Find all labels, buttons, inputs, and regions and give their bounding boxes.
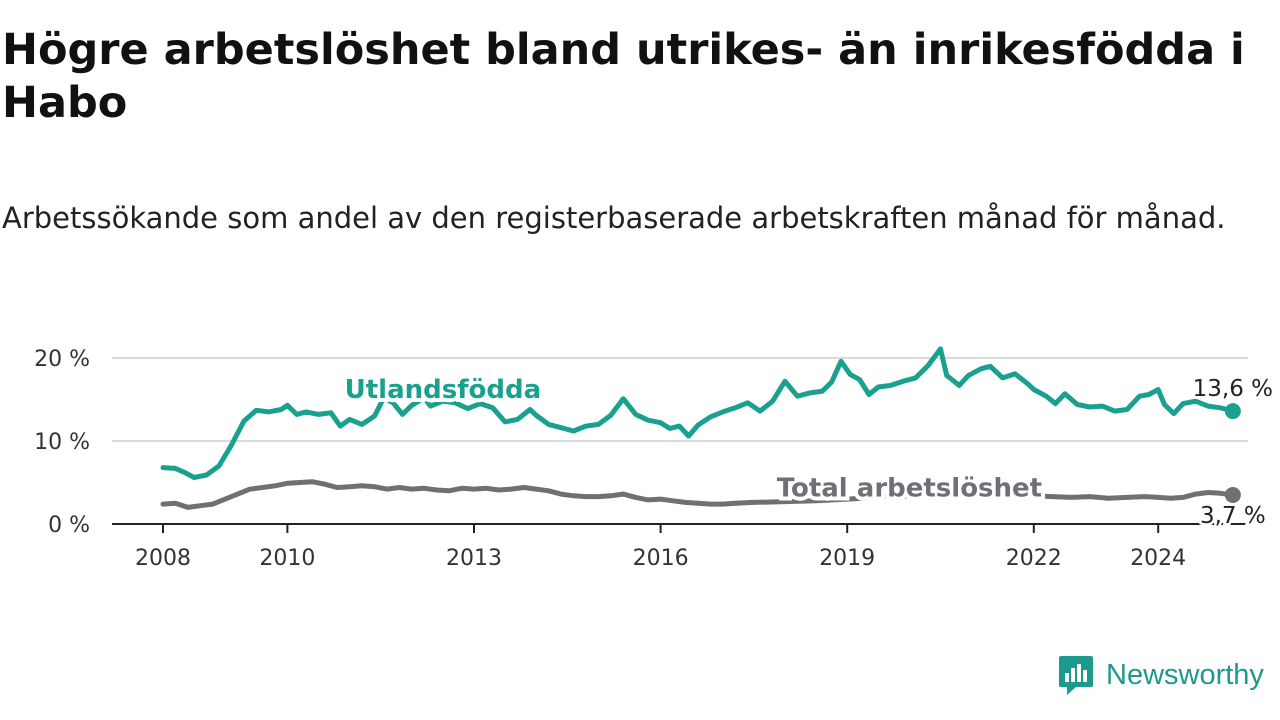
y-tick-label: 0 % [48,513,90,538]
series-annotation: Total arbetslöshet [777,474,1042,504]
brand-logo: Newsworthy [1058,654,1264,696]
line-chart: 0 % 10 % 20 % 2008 2010 2013 2016 2019 2022 2024 1… [34,346,1276,571]
x-tick-label: 2019 [819,546,875,571]
brand-name: Newsworthy [1106,658,1264,691]
chart-title: Högre arbetslöshet bland utrikes- än inr… [2,25,1245,128]
y-tick-label: 20 % [34,347,90,372]
end-value-label: 13,6 % [1193,376,1273,402]
series-end-marker [1224,486,1241,503]
chart-subtitle: Arbetssökande som andel av den registerb… [2,201,1226,235]
x-tick-label: 2024 [1130,546,1186,571]
x-tick-label: 2010 [259,546,315,571]
series-annotation: Utlandsfödda [345,375,542,405]
newsworthy-logo-icon [1059,656,1093,695]
x-tick-label: 2022 [1006,546,1062,571]
x-tick-label: 2016 [633,546,689,571]
y-tick-label: 10 % [34,430,90,455]
series-line-total [160,479,1236,510]
x-tick-label: 2013 [446,546,502,571]
series-end-marker [1224,403,1241,420]
end-value-label: 3,7 % [1200,503,1266,529]
series-line-utlandsfodda [160,346,1236,480]
x-tick-label: 2008 [135,546,191,571]
